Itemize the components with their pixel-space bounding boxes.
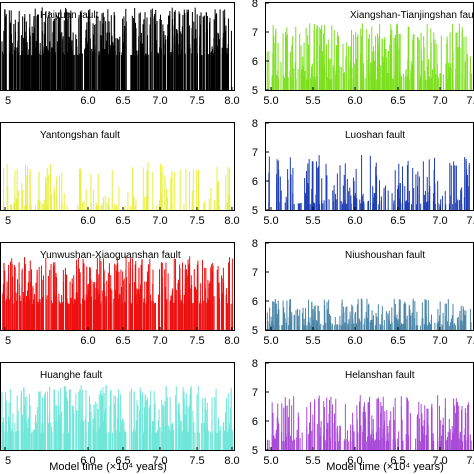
panel-title: Niushoushan fault <box>345 250 425 261</box>
x-tick-label: 8.0 <box>224 335 239 347</box>
panel-title: Yunwushan-Xiaoguanshan fault <box>40 250 181 261</box>
y-tick-label: 6 <box>252 176 258 188</box>
x-tick-label: 5.5 <box>305 335 320 347</box>
plot-frame <box>265 122 474 211</box>
y-tick-label: 5 <box>252 325 258 337</box>
x-tick-label: 6.0 <box>80 335 95 347</box>
x-tick-label: 5.5 <box>305 215 320 227</box>
x-tick-label: 7.0 <box>152 95 167 107</box>
x-tick-label: 5.5 <box>305 455 320 467</box>
y-tick-label: 5 <box>252 205 258 217</box>
x-tick-label: 6.5 <box>115 335 130 347</box>
chart-panel-8: Helanshan fault 5.0 5.5 6.0 6.5 7.0 7.5 5 6 7 8 Mod… <box>252 358 474 473</box>
x-tick-label: 5.0 <box>263 455 278 467</box>
x-tick-label: 7.0 <box>152 455 167 467</box>
x-tick-label: 6.5 <box>390 215 405 227</box>
chart-panel-7: Huanghe fault 5 6.0 6.5 7.0 7.5 8.0 Model time … <box>0 362 240 473</box>
x-tick-label: 8.0 <box>224 215 239 227</box>
panel-title: Yantongshan fault <box>40 130 120 141</box>
x-tick-label: 5.0 <box>263 215 278 227</box>
panel-title: Helanshan fault <box>345 370 415 381</box>
x-tick-label: 7.5 <box>189 455 204 467</box>
x-tick-label: 5.5 <box>305 95 320 107</box>
x-tick-label: 5.0 <box>263 335 278 347</box>
x-axis-label: Model time (×10⁴ years) <box>49 461 167 473</box>
x-tick-label: 6.5 <box>390 335 405 347</box>
x-axis-label: Model time (×10⁴ years) <box>326 461 444 473</box>
x-tick-label: 8.0 <box>224 95 239 107</box>
y-tick-label: 8 <box>252 358 258 370</box>
chart-panel-5: Yunwushan-Xiaoguanshan fault 5 6.0 6.5 7.0 7.… <box>0 242 240 347</box>
x-tick-label: 7.5 <box>189 215 204 227</box>
x-tick-label: 5 <box>5 455 11 467</box>
y-tick-label: 7 <box>252 267 258 279</box>
x-tick-label: 6.0 <box>80 455 95 467</box>
x-tick-label: 5 <box>5 95 11 107</box>
x-tick-label: 6.5 <box>115 455 130 467</box>
x-tick-label: 7.0 <box>152 335 167 347</box>
y-tick-label: 8 <box>252 0 258 10</box>
x-tick-label: 7.0 <box>152 215 167 227</box>
y-tick-label: 8 <box>252 238 258 250</box>
y-tick-label: 6 <box>252 416 258 428</box>
x-tick-label: 6.0 <box>347 335 362 347</box>
panel-title: Haiyuan fault <box>40 10 99 21</box>
y-tick-label: 7 <box>252 27 258 39</box>
x-tick-label: 7.5 <box>466 335 474 347</box>
chart-panel-3: Yantongshan fault 5 6.0 6.5 7.0 7.5 8.0 <box>0 122 240 227</box>
x-tick-label: 5 <box>5 215 11 227</box>
x-tick-label: 6.5 <box>390 95 405 107</box>
x-tick-label: 6.5 <box>390 455 405 467</box>
x-tick-label: 8.0 <box>224 455 239 467</box>
y-tick-label: 5 <box>252 85 258 97</box>
x-tick-label: 7.5 <box>189 335 204 347</box>
x-tick-label: 7.0 <box>432 455 447 467</box>
x-tick-label: 6.0 <box>80 95 95 107</box>
y-tick-label: 5 <box>252 445 258 457</box>
y-tick-label: 6 <box>252 56 258 68</box>
x-tick-label: 7.0 <box>432 335 447 347</box>
x-tick-label: 7.5 <box>466 95 474 107</box>
panel-title: Huanghe fault <box>40 370 102 381</box>
chart-panel-4: Luoshan fault 5.0 5.5 6.0 6.5 7.0 7.5 5 6 7 8 <box>252 118 474 227</box>
chart-panel-6: Niushoushan fault 5.0 5.5 6.0 6.5 7.0 7.5 5 6 7 8 <box>252 238 474 347</box>
panel-title: Luoshan fault <box>345 130 405 141</box>
x-tick-label: 6.0 <box>347 455 362 467</box>
x-tick-label: 7.0 <box>432 215 447 227</box>
y-tick-label: 7 <box>252 387 258 399</box>
x-tick-label: 6.5 <box>115 215 130 227</box>
x-tick-label: 6.0 <box>347 95 362 107</box>
y-tick-label: 6 <box>252 296 258 308</box>
x-tick-label: 6.0 <box>80 215 95 227</box>
x-tick-label: 6.0 <box>347 215 362 227</box>
x-tick-label: 7.5 <box>189 95 204 107</box>
x-tick-label: 7.5 <box>466 215 474 227</box>
chart-panel-2: Xiangshan-Tianjingshan fault 5.0 5.5 6.0 6.5… <box>252 0 474 107</box>
x-tick-label: 5 <box>5 335 11 347</box>
x-tick-label: 5.0 <box>263 95 278 107</box>
chart-panel-1: Haiyuan fault 5 6.0 6.5 7.0 7.5 8.0 <box>0 2 240 107</box>
x-tick-label: 7.5 <box>466 455 474 467</box>
x-tick-label: 7.0 <box>432 95 447 107</box>
panel-title: Xiangshan-Tianjingshan fault <box>350 10 474 21</box>
y-tick-label: 7 <box>252 147 258 159</box>
x-tick-label: 6.5 <box>115 95 130 107</box>
y-tick-label: 8 <box>252 118 258 130</box>
